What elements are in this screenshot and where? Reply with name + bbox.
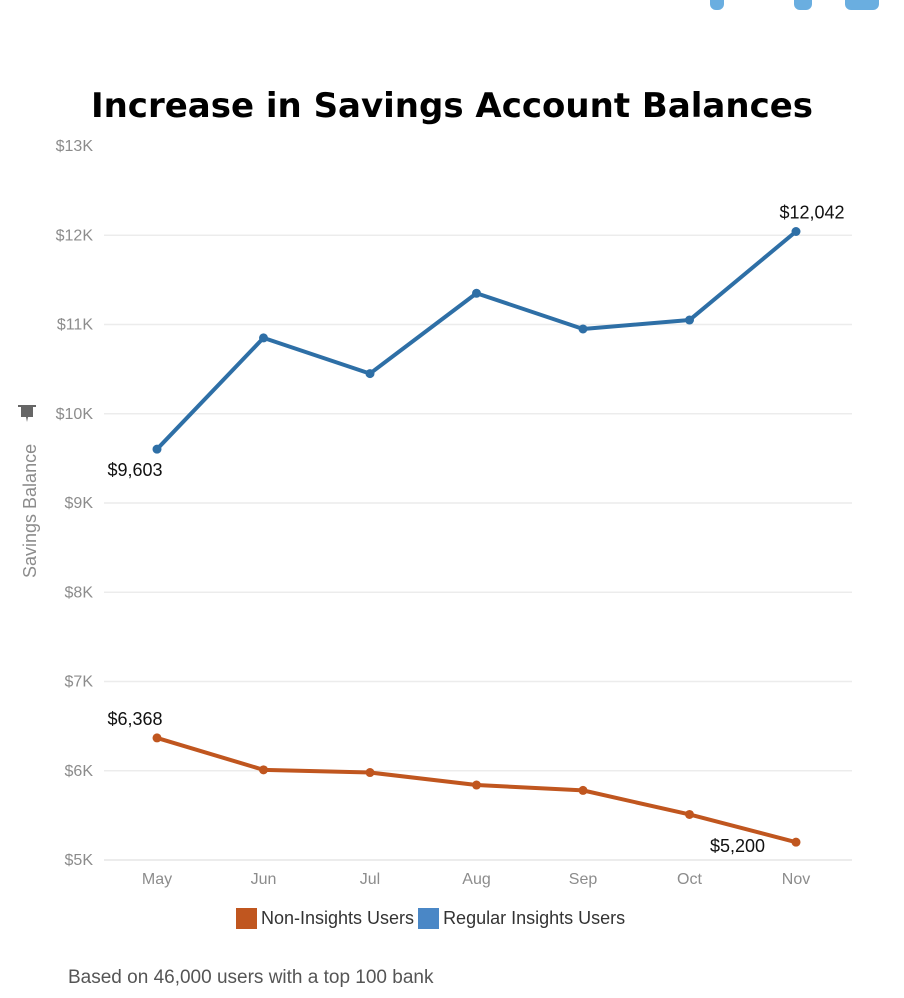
x-tick-label: Oct [677,871,702,888]
data-label: $5,200 [710,836,765,856]
y-tick-labels: $5K $6K $7K $8K $9K $10K $11K $12K $13K [56,138,94,869]
data-labels: $9,603 $12,042 $6,368 $5,200 [107,203,844,857]
x-tick-label: Jun [251,871,277,888]
y-axis-label: Savings Balance [20,444,40,578]
legend-item-regular-insights[interactable]: Regular Insights Users [418,908,625,929]
data-point [578,785,588,795]
legend-item-non-insights[interactable]: Non-Insights Users [236,908,414,929]
y-tick-label: $13K [56,138,94,155]
y-tick-label: $6K [65,763,94,780]
x-tick-label: Jul [360,871,380,888]
series-lines [155,229,798,845]
data-point [365,369,375,379]
data-point [259,765,268,775]
x-tick-label: Aug [462,871,490,888]
series-points [152,227,801,847]
legend-label-non-insights: Non-Insights Users [261,908,415,928]
pin-icon[interactable] [18,405,36,422]
y-tick-label: $12K [56,227,94,244]
grid-lines [104,234,852,861]
y-tick-label: $11K [57,317,94,334]
y-tick-label: $5K [65,852,94,869]
x-tick-labels: May Jun Jul Aug Sep Oct Nov [142,871,810,888]
data-point [791,227,801,237]
series-line [155,735,798,845]
data-point [578,324,588,334]
top-decoration [794,0,812,10]
data-label: $9,603 [107,460,162,480]
series-line [155,229,798,452]
y-tick-label: $8K [65,584,94,601]
y-tick-label: $7K [65,674,94,691]
data-point [259,333,268,343]
chart-title: Increase in Savings Account Balances [90,86,814,126]
data-point [685,809,694,819]
data-point [152,733,162,743]
x-tick-label: May [142,871,172,888]
data-label: $6,368 [107,709,162,729]
data-point [791,837,801,847]
data-point [472,288,481,298]
legend-label-regular-insights: Regular Insights Users [443,908,626,928]
legend-swatch-non-insights [236,908,257,929]
x-tick-label: Sep [569,871,598,888]
data-point [365,768,375,778]
data-point [685,315,694,325]
footnote: Based on 46,000 users with a top 100 ban… [68,967,434,988]
chart-legend: Non-Insights Users Regular Insights User… [236,908,629,929]
y-axis-title-group: Savings Balance [18,405,40,578]
y-tick-label: $10K [56,406,94,423]
top-decoration [710,0,724,10]
x-tick-label: Nov [782,871,810,888]
data-point [472,780,481,790]
data-point [152,444,162,454]
y-tick-label: $9K [65,495,94,512]
top-decoration [845,0,879,10]
data-label: $12,042 [779,203,844,223]
legend-swatch-regular-insights [418,908,440,929]
